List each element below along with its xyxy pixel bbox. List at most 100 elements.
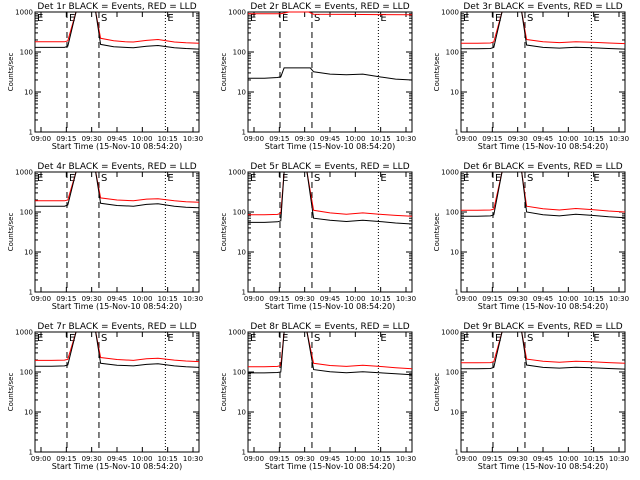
y-tick-label: 100 [233, 209, 246, 217]
x-tick-label: 09:15 [269, 295, 289, 303]
plot-frame [34, 171, 200, 293]
lld-series-line [461, 331, 626, 364]
marker-label: E [69, 333, 75, 344]
events-series-line [461, 331, 626, 370]
y-tick-label: 1000 [441, 9, 459, 17]
lld-series-line [248, 11, 413, 16]
x-tick-label: 10:30 [396, 135, 416, 143]
x-axis-label: Start Time (15-Nov-10 08:54:20) [265, 302, 395, 311]
panel-title: Det 7r BLACK = Events, RED = LLD [37, 322, 196, 332]
y-tick-label: 1000 [15, 329, 33, 337]
y-tick-label: 1 [29, 449, 33, 457]
marker-label: E [282, 13, 288, 24]
x-axis-label: Start Time (15-Nov-10 08:54:20) [52, 142, 182, 151]
y-tick-label: 100 [20, 209, 33, 217]
x-tick-label: 10:30 [609, 295, 629, 303]
y-tick-label: 1000 [15, 169, 33, 177]
y-tick-label: 100 [20, 49, 33, 57]
marker-label: E [69, 173, 75, 184]
plot-frame [460, 11, 626, 133]
x-tick-label: 09:15 [269, 455, 289, 463]
y-axis-label: Counts/sec [220, 373, 228, 412]
events-series-line [248, 331, 413, 376]
marker-label: E [463, 333, 469, 344]
marker-label: S [314, 13, 320, 24]
events-series-line [248, 67, 413, 81]
marker-label: E [380, 13, 386, 24]
y-tick-label: 100 [446, 49, 459, 57]
x-tick-label: 10:15 [584, 295, 604, 303]
x-axis-label: Start Time (15-Nov-10 08:54:20) [265, 142, 395, 151]
lld-series-line [35, 331, 200, 363]
x-tick-label: 10:15 [371, 455, 391, 463]
marker-label: E [495, 13, 501, 24]
marker-label: E [167, 13, 173, 24]
panel-title: Det 3r BLACK = Events, RED = LLD [463, 2, 622, 12]
marker-label: E [282, 333, 288, 344]
x-tick-label: 10:00 [132, 135, 152, 143]
y-tick-label: 100 [233, 49, 246, 57]
marker-label: S [314, 173, 320, 184]
x-tick-label: 10:00 [558, 455, 578, 463]
x-tick-label: 09:45 [320, 135, 340, 143]
panel-title: Det 9r BLACK = Events, RED = LLD [463, 322, 622, 332]
x-tick-label: 09:30 [508, 295, 528, 303]
x-tick-label: 09:45 [533, 135, 553, 143]
x-tick-label: 09:15 [56, 295, 76, 303]
y-axis-label: Counts/sec [433, 373, 441, 412]
plot-frame [460, 331, 626, 453]
x-tick-label: 10:30 [183, 295, 203, 303]
marker-label: S [527, 173, 533, 184]
x-tick-label: 10:30 [396, 455, 416, 463]
x-tick-label: 10:30 [396, 295, 416, 303]
x-tick-label: 09:45 [107, 455, 127, 463]
panel-title: Det 8r BLACK = Events, RED = LLD [250, 322, 409, 332]
x-tick-label: 09:15 [482, 135, 502, 143]
marker-label: E [380, 333, 386, 344]
plot-frame [460, 171, 626, 293]
y-tick-label: 10 [450, 409, 459, 417]
marker-label: S [527, 13, 533, 24]
y-tick-label: 1000 [228, 9, 246, 17]
x-tick-label: 09:00 [457, 295, 477, 303]
marker-label: E [250, 13, 256, 24]
x-axis-label: Start Time (15-Nov-10 08:54:20) [52, 302, 182, 311]
x-tick-label: 09:00 [31, 295, 51, 303]
x-tick-label: 10:15 [371, 295, 391, 303]
plot-frame [34, 11, 200, 133]
marker-label: E [282, 173, 288, 184]
y-tick-label: 1 [29, 289, 33, 297]
marker-label: E [250, 333, 256, 344]
y-tick-label: 100 [20, 369, 33, 377]
x-axis-label: Start Time (15-Nov-10 08:54:20) [478, 142, 608, 151]
plot-frame [247, 171, 413, 293]
x-tick-label: 10:15 [158, 135, 178, 143]
marker-label: S [101, 333, 107, 344]
x-tick-label: 10:15 [584, 135, 604, 143]
y-tick-label: 10 [237, 249, 246, 257]
y-tick-label: 1 [242, 129, 246, 137]
marker-label: E [593, 173, 599, 184]
y-tick-label: 10 [24, 409, 33, 417]
y-tick-label: 10 [450, 89, 459, 97]
x-tick-label: 09:45 [107, 295, 127, 303]
marker-label: S [101, 173, 107, 184]
x-tick-label: 10:00 [132, 455, 152, 463]
x-tick-label: 09:15 [56, 455, 76, 463]
marker-label: E [380, 173, 386, 184]
marker-label: E [463, 173, 469, 184]
y-tick-label: 1000 [441, 329, 459, 337]
y-tick-label: 1 [455, 289, 459, 297]
x-tick-label: 09:30 [508, 135, 528, 143]
x-tick-label: 10:00 [345, 455, 365, 463]
x-tick-label: 09:30 [295, 455, 315, 463]
marker-label: S [527, 333, 533, 344]
y-tick-label: 10 [450, 249, 459, 257]
events-series-line [35, 171, 200, 209]
x-axis-label: Start Time (15-Nov-10 08:54:20) [478, 302, 608, 311]
marker-label: E [167, 333, 173, 344]
x-tick-label: 09:00 [244, 135, 264, 143]
lld-series-line [35, 171, 200, 203]
